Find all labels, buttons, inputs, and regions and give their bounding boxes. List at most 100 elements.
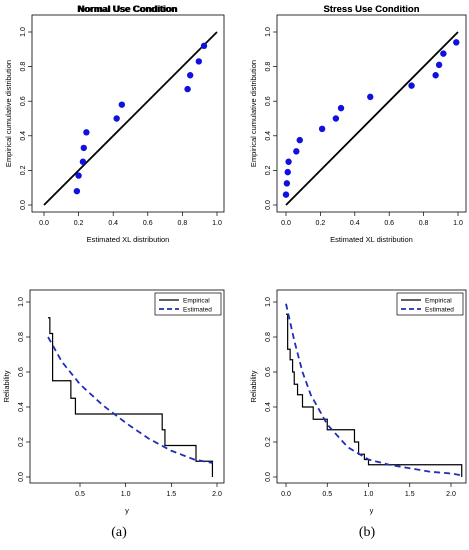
- data-point: [285, 158, 292, 165]
- x-axis-label: y: [370, 506, 374, 515]
- chart-title: Stress Use Condition: [323, 4, 419, 15]
- x-tick-label: 0.5: [75, 491, 85, 498]
- series-estimated: [47, 336, 213, 464]
- y-tick-label: 0.8: [265, 332, 272, 342]
- y-tick-label: 0.2: [265, 437, 272, 447]
- y-tick-label: 0.8: [20, 62, 27, 72]
- data-point: [318, 125, 326, 133]
- y-tick-label: 1.0: [20, 27, 27, 37]
- chart-panel-2: Stress Use Condition 0.0 0.2 0.4 0.6 0.8 1.0 0.…: [249, 4, 467, 244]
- y-tick-label: 0.4: [265, 131, 272, 141]
- series-estimated: [285, 303, 462, 477]
- data-point: [332, 115, 340, 122]
- x-tick-label: 0.0: [39, 220, 49, 227]
- x-tick-label: 1.0: [453, 220, 463, 227]
- data-point: [367, 93, 374, 101]
- x-tick-label: 1.5: [166, 491, 176, 498]
- y-tick-label: 1.0: [18, 297, 25, 307]
- x-tick-label: 1.0: [212, 220, 222, 227]
- data-point: [284, 168, 291, 176]
- series-empirical: [48, 317, 214, 477]
- y-tick-label: 0.2: [265, 165, 272, 175]
- reference-line: [43, 31, 218, 206]
- data-point: [435, 61, 443, 69]
- plot-frame: [29, 289, 225, 484]
- y-tick-label: 0.4: [265, 402, 272, 412]
- y-tick-label: 0.4: [18, 402, 25, 412]
- x-axis-label: Estimated XL distribution: [330, 235, 413, 244]
- legend-label: Empirical: [425, 298, 452, 305]
- data-point: [75, 172, 82, 179]
- x-tick-label: 1.0: [121, 491, 131, 498]
- y-tick-label: 0.2: [18, 437, 25, 447]
- y-tick-label: 0.8: [18, 332, 25, 342]
- y-tick-label: 0.6: [265, 367, 272, 377]
- x-axis-label: Estimated XL distribution: [87, 235, 170, 244]
- y-tick-label: 0.4: [20, 131, 27, 141]
- y-tick-label: 0.6: [18, 367, 25, 377]
- x-tick-label: 0.8: [419, 220, 429, 227]
- y-axis-label: Empirical cumulative distribution: [249, 60, 258, 167]
- data-point: [118, 101, 126, 108]
- reference-line: [285, 31, 459, 206]
- data-point: [283, 180, 291, 187]
- legend-label: Estimated: [183, 307, 212, 314]
- chart-title: Stress Use Condition: [323, 4, 419, 15]
- data-point: [79, 158, 87, 165]
- data-point: [113, 115, 120, 122]
- x-tick-label: 1.0: [364, 491, 374, 498]
- data-point: [293, 148, 300, 155]
- x-axis-label: y: [125, 506, 129, 515]
- data-point: [186, 72, 194, 79]
- x-tick-label: 0.6: [143, 220, 153, 227]
- y-axis-label: Empirical cumulative distribution: [4, 60, 13, 167]
- plot-frame: [276, 14, 467, 213]
- data-point: [337, 104, 345, 112]
- x-tick-label: 0.6: [384, 220, 394, 227]
- y-tick-label: 0.0: [18, 472, 25, 482]
- y-tick-label: 1.0: [265, 27, 272, 37]
- chart-panel-3: Normal Use Condition 0.0 0.2 0.4 0.6 0.8 1.0 0.…: [2, 4, 225, 515]
- data-point: [195, 58, 203, 65]
- data-point: [440, 50, 447, 57]
- data-point: [296, 136, 303, 144]
- data-point: [184, 85, 191, 93]
- y-tick-label: 0.8: [265, 62, 272, 72]
- chart-panel-4: Stress Use Condition 0.0 0.2 0.4 0.6 0.8 1.0 0.…: [249, 4, 467, 515]
- legend-label: Estimated: [425, 307, 454, 314]
- x-tick-label: 0.4: [350, 220, 360, 227]
- y-tick-label: 0.2: [20, 165, 27, 175]
- data-point: [408, 82, 415, 89]
- y-tick-label: 0.6: [20, 96, 27, 106]
- plot-frame: [31, 14, 225, 213]
- x-tick-label: 0.2: [316, 220, 326, 227]
- y-axis-label: Reliability: [2, 370, 11, 402]
- data-point: [453, 39, 460, 46]
- y-tick-label: 0.0: [265, 472, 272, 482]
- data-point: [80, 144, 87, 152]
- caption-b: (b): [358, 525, 376, 540]
- data-point: [200, 42, 208, 50]
- data-point: [282, 191, 290, 198]
- x-tick-label: 2.0: [446, 491, 456, 498]
- series-empirical: [286, 313, 463, 477]
- y-tick-label: 0.0: [265, 200, 272, 210]
- x-tick-label: 0.0: [281, 220, 291, 227]
- chart-title: Normal Use Condition: [77, 4, 177, 15]
- data-point: [73, 187, 81, 195]
- x-tick-label: 0.4: [108, 220, 118, 227]
- x-tick-label: 2.0: [212, 491, 222, 498]
- y-tick-label: 1.0: [265, 297, 272, 307]
- x-tick-label: 0.0: [281, 491, 291, 498]
- plot-frame: [276, 289, 467, 484]
- legend-label: Empirical: [183, 298, 210, 305]
- x-tick-label: 0.2: [74, 220, 84, 227]
- chart-panel-1: Normal Use Condition 0.0 0.2 0.4 0.6 0.8 1.0 0.…: [4, 4, 225, 244]
- data-point: [83, 129, 90, 136]
- caption-a: (a): [111, 525, 127, 540]
- data-point: [432, 72, 439, 79]
- chart-title: Normal Use Condition: [78, 4, 178, 15]
- x-tick-label: 0.8: [178, 220, 188, 227]
- x-tick-label: 1.5: [405, 491, 415, 498]
